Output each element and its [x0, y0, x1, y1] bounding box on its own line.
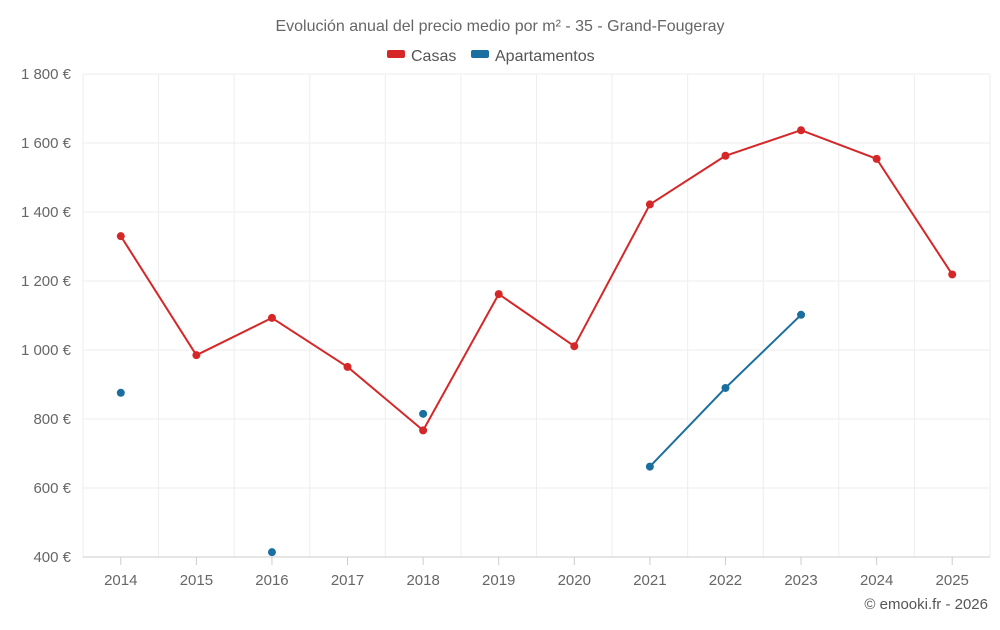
series-layer	[116, 126, 957, 557]
y-tick-label: 1 600 €	[21, 135, 72, 152]
data-point-apartamentos-2014[interactable]	[116, 388, 125, 397]
data-point-casas-2014[interactable]	[116, 232, 125, 241]
y-tick-label: 600 €	[33, 480, 71, 497]
data-point-casas-2019[interactable]	[494, 290, 503, 299]
x-tick-label: 2017	[331, 572, 364, 589]
x-tick-label: 2022	[709, 572, 742, 589]
axes: 400 € 600 € 800 € 1 000 € 1 200 € 1 400 € 1 60…	[21, 66, 990, 589]
legend-swatch-apartamentos	[471, 50, 489, 58]
y-tick-label: 1 200 €	[21, 273, 72, 290]
y-tick-label: 1 400 €	[21, 204, 72, 221]
data-point-casas-2015[interactable]	[192, 351, 201, 360]
y-tick-label: 800 €	[33, 411, 71, 428]
series-casas	[116, 126, 957, 435]
credit-text: © emooki.fr - 2026	[864, 596, 988, 613]
x-tick-label: 2016	[255, 572, 288, 589]
data-point-casas-2021[interactable]	[645, 200, 654, 209]
x-tick-label: 2018	[406, 572, 439, 589]
data-point-apartamentos-2021[interactable]	[645, 462, 654, 471]
data-point-apartamentos-2016[interactable]	[267, 548, 276, 557]
data-point-casas-2017[interactable]	[343, 362, 352, 371]
data-point-casas-2025[interactable]	[948, 270, 957, 279]
x-tick-label: 2025	[936, 572, 969, 589]
x-tick-label: 2021	[633, 572, 666, 589]
legend-label-apartamentos: Apartamentos	[495, 48, 595, 65]
y-tick-label: 1 800 €	[21, 66, 72, 83]
x-tick-label: 2024	[860, 572, 893, 589]
legend-swatch-casas	[387, 50, 405, 58]
series-line-casas	[119, 129, 954, 432]
gridlines	[82, 73, 991, 557]
x-tick-label: 2023	[784, 572, 817, 589]
data-point-casas-2016[interactable]	[267, 313, 276, 322]
data-point-casas-2022[interactable]	[721, 151, 730, 160]
data-point-casas-2018[interactable]	[419, 426, 428, 435]
x-tick-label: 2020	[558, 572, 591, 589]
legend-item-casas[interactable]: Casas	[387, 48, 456, 65]
y-tick-label: 400 €	[33, 549, 71, 566]
data-point-casas-2020[interactable]	[570, 342, 579, 351]
x-tick-label: 2014	[104, 572, 137, 589]
chart-title: Evolución anual del precio medio por m² …	[275, 18, 724, 35]
legend-label-casas: Casas	[411, 48, 456, 65]
legend: Casas Apartamentos	[387, 48, 595, 65]
y-tick-label: 1 000 €	[21, 342, 72, 359]
x-tick-label: 2015	[180, 572, 213, 589]
data-point-apartamentos-2022[interactable]	[721, 383, 730, 392]
legend-item-apartamentos[interactable]: Apartamentos	[471, 48, 595, 65]
x-tick-label: 2019	[482, 572, 515, 589]
data-point-casas-2024[interactable]	[872, 154, 881, 163]
series-apartamentos	[116, 310, 806, 557]
data-point-casas-2023[interactable]	[797, 126, 806, 135]
data-point-apartamentos-2023[interactable]	[797, 310, 806, 319]
data-point-apartamentos-2018[interactable]	[419, 409, 428, 418]
